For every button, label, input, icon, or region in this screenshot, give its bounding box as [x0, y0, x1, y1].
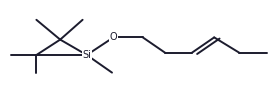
Text: O: O: [109, 32, 117, 42]
Text: Si: Si: [82, 50, 91, 60]
